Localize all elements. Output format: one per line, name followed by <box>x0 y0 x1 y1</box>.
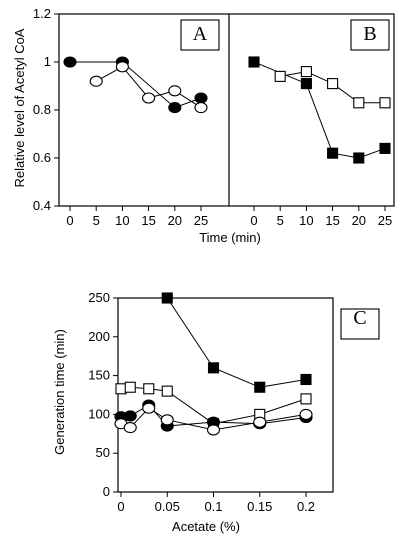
x-tick-label-b-4: 20 <box>352 213 366 228</box>
data-point-b-open-square-2 <box>327 78 339 90</box>
data-point-a-open-circle-0 <box>89 75 103 87</box>
x-tick-label-c-2: 0.1 <box>204 499 222 514</box>
panel-b: 0 5 10 15 20 25 <box>248 19 392 228</box>
data-point-b-open-square-4 <box>379 97 391 109</box>
y-tick-label-c-0: 0 <box>103 484 110 499</box>
y-tick-label-c-3: 150 <box>88 368 110 383</box>
data-point-c-open-circle-6 <box>299 408 313 420</box>
data-point-a-filled-circle-0 <box>63 56 77 68</box>
data-point-c-filled-circle-1 <box>123 410 137 422</box>
data-point-c-filled-square-3 <box>300 373 312 386</box>
x-tick-label-c-0: 0 <box>117 499 124 514</box>
data-point-c-filled-square-2 <box>254 381 266 393</box>
x-tick-label-b-2: 10 <box>299 213 313 228</box>
series-line-b-filled-square <box>253 61 386 159</box>
data-point-b-filled-square-2 <box>327 147 339 159</box>
data-point-a-open-circle-3 <box>168 85 182 97</box>
y-tick-label-c-1: 50 <box>96 445 110 460</box>
x-tick-label-a-0: 0 <box>66 213 73 228</box>
data-point-b-filled-square-4 <box>379 142 391 154</box>
y-tick-label-a-0: 0.4 <box>33 198 51 213</box>
y-axis-title-c: Generation time (min) <box>52 329 67 455</box>
data-point-c-open-square-0 <box>115 383 127 395</box>
y-tick-label-a-3: 1 <box>44 54 51 69</box>
x-tick-label-b-5: 25 <box>378 213 392 228</box>
x-tick-label-c-3: 0.15 <box>247 499 272 514</box>
x-tick-label-b-1: 5 <box>277 213 284 228</box>
x-tick-label-a-4: 20 <box>168 213 182 228</box>
panel-label-box-b <box>350 19 390 51</box>
x-tick-label-c-1: 0.05 <box>155 499 180 514</box>
y-tick-label-a-4: 1.2 <box>33 6 51 21</box>
data-point-c-open-circle-3 <box>160 414 174 426</box>
panel-label-box-c <box>340 308 380 340</box>
data-point-c-open-circle-4 <box>206 424 221 436</box>
data-point-b-open-square-3 <box>353 97 365 109</box>
data-point-b-open-square-0 <box>274 70 286 82</box>
data-point-c-open-circle-5 <box>253 416 267 428</box>
x-axis-title-time: Time (min) <box>199 230 261 245</box>
data-point-c-filled-square-1 <box>207 362 220 374</box>
y-tick-label-a-2: 0.8 <box>33 102 51 117</box>
x-tick-label-b-0: 0 <box>250 213 257 228</box>
plot-frame-c <box>117 297 334 493</box>
data-point-c-filled-square-0 <box>161 292 173 304</box>
x-tick-label-c-4: 0.2 <box>297 499 315 514</box>
x-tick-label-a-2: 10 <box>115 213 129 228</box>
panel-label-b: B <box>363 23 376 45</box>
data-point-c-open-square-1 <box>124 381 136 393</box>
y-tick-label-c-5: 250 <box>88 290 110 305</box>
x-axis-title-acetate: Acetate (%) <box>172 519 240 534</box>
data-point-c-open-square-2 <box>143 383 155 395</box>
y-axis-title-a: Relative level of Acetyl CoA <box>12 28 27 187</box>
panel-c: 0 50 100 150 200 250 0 0.05 0.1 0.15 0.2 <box>88 290 380 514</box>
data-point-a-filled-circle-3 <box>194 92 208 104</box>
x-tick-label-b-3: 15 <box>325 213 339 228</box>
data-point-b-open-square-1 <box>300 66 312 78</box>
data-point-b-filled-square-3 <box>353 152 365 164</box>
series-line-c-filled-square <box>166 297 307 388</box>
x-tick-label-a-3: 15 <box>141 213 155 228</box>
data-point-b-filled-square-1 <box>300 78 312 90</box>
panel-label-c: C <box>353 307 366 329</box>
panel-label-a: A <box>193 23 208 45</box>
data-point-a-open-circle-2 <box>142 92 156 104</box>
data-point-a-open-circle-1 <box>115 61 129 73</box>
data-point-a-open-circle-4 <box>194 102 208 114</box>
data-point-a-filled-circle-2 <box>168 102 182 114</box>
panel-label-box-a <box>180 19 220 51</box>
data-point-c-open-circle-2 <box>142 402 156 414</box>
y-tick-label-a-1: 0.6 <box>33 150 51 165</box>
data-point-b-filled-square-0 <box>248 56 260 68</box>
series-line-a-filled-circle <box>70 61 202 109</box>
data-point-c-open-square-3 <box>161 385 173 397</box>
x-tick-label-a-5: 25 <box>194 213 208 228</box>
x-tick-label-a-1: 5 <box>93 213 100 228</box>
y-tick-label-c-2: 100 <box>88 406 110 421</box>
data-point-c-open-square-6 <box>300 393 312 405</box>
y-tick-label-c-4: 200 <box>88 329 110 344</box>
panel-a: 0.4 0.6 0.8 1 1.2 0 5 10 15 20 25 <box>33 6 395 228</box>
plot-frame-ab <box>58 13 395 207</box>
data-point-c-open-circle-1 <box>123 422 137 434</box>
